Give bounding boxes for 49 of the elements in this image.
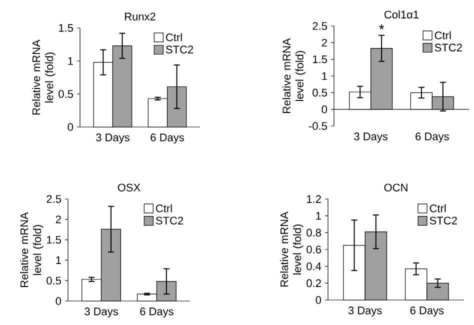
- chart-title: Col1α1: [384, 10, 419, 18]
- x-tick-label: 3 Days: [84, 308, 118, 318]
- y-tick-label: 0: [322, 105, 328, 114]
- legend-label: Ctrl: [166, 33, 182, 42]
- y-tick-label: 1.5: [59, 24, 73, 32]
- y-tick-label: 0.4: [306, 262, 322, 270]
- y-tick-label: 0.2: [306, 279, 321, 288]
- y-tick-label: 1.5: [313, 56, 327, 64]
- legend-label: Ctrl: [434, 31, 451, 40]
- y-tick-label: 0: [56, 297, 62, 305]
- x-tick-label: 3 Days: [354, 132, 388, 142]
- x-tick-label: 6 Days: [140, 308, 174, 318]
- legend-label: STC2: [430, 216, 457, 224]
- y-tick-label: 0.5: [46, 276, 61, 284]
- y-tick-label: 1: [316, 212, 321, 220]
- x-tick-label: 6 Days: [150, 134, 184, 144]
- y-tick-label: 0.5: [312, 88, 327, 97]
- y-axis-title: Relative mRNA level (fold): [32, 40, 56, 114]
- chart-title: OCN: [384, 184, 408, 192]
- y-tick-label: 1.2: [307, 195, 321, 203]
- y-tick-label: 0: [316, 296, 322, 304]
- y-axis-title: Relative mRNA level (fold): [20, 212, 44, 287]
- x-tick-label: 6 Days: [410, 306, 444, 316]
- y-axis-title: Relative mRNA level (fold): [280, 212, 304, 286]
- x-tick-label: 3 Days: [96, 134, 130, 144]
- y-tick-label: 2.5: [46, 195, 61, 203]
- y-tick-label: 1: [56, 256, 61, 264]
- y-tick-label: 2: [56, 216, 61, 224]
- legend-label: Ctrl: [430, 204, 446, 212]
- y-tick-label: 1.5: [47, 236, 61, 244]
- y-axis-title: Relative mRNA level (fold): [282, 38, 306, 113]
- y-tick-label: 0.6: [306, 246, 321, 254]
- y-tick-label: 0: [68, 123, 74, 131]
- chart-title: Runx2: [125, 12, 156, 20]
- y-tick-label: 2.5: [312, 22, 327, 30]
- y-tick-label: 1: [322, 72, 327, 80]
- y-tick-label: 0.8: [306, 228, 321, 237]
- legend-label: STC2: [434, 44, 462, 52]
- y-tick-label: 1: [68, 57, 73, 65]
- y-tick-label: -0.5: [309, 122, 327, 130]
- legend-label: STC2: [166, 46, 194, 54]
- x-tick-label: 6 Days: [416, 132, 449, 142]
- legend-label: STC2: [156, 216, 184, 224]
- chart-title: OSX: [118, 184, 140, 192]
- annotation: *: [379, 24, 384, 30]
- y-tick-label: 0.5: [58, 90, 73, 98]
- x-tick-label: 3 Days: [348, 306, 382, 316]
- legend-label: Ctrl: [156, 204, 172, 212]
- y-tick-label: 2: [322, 38, 327, 47]
